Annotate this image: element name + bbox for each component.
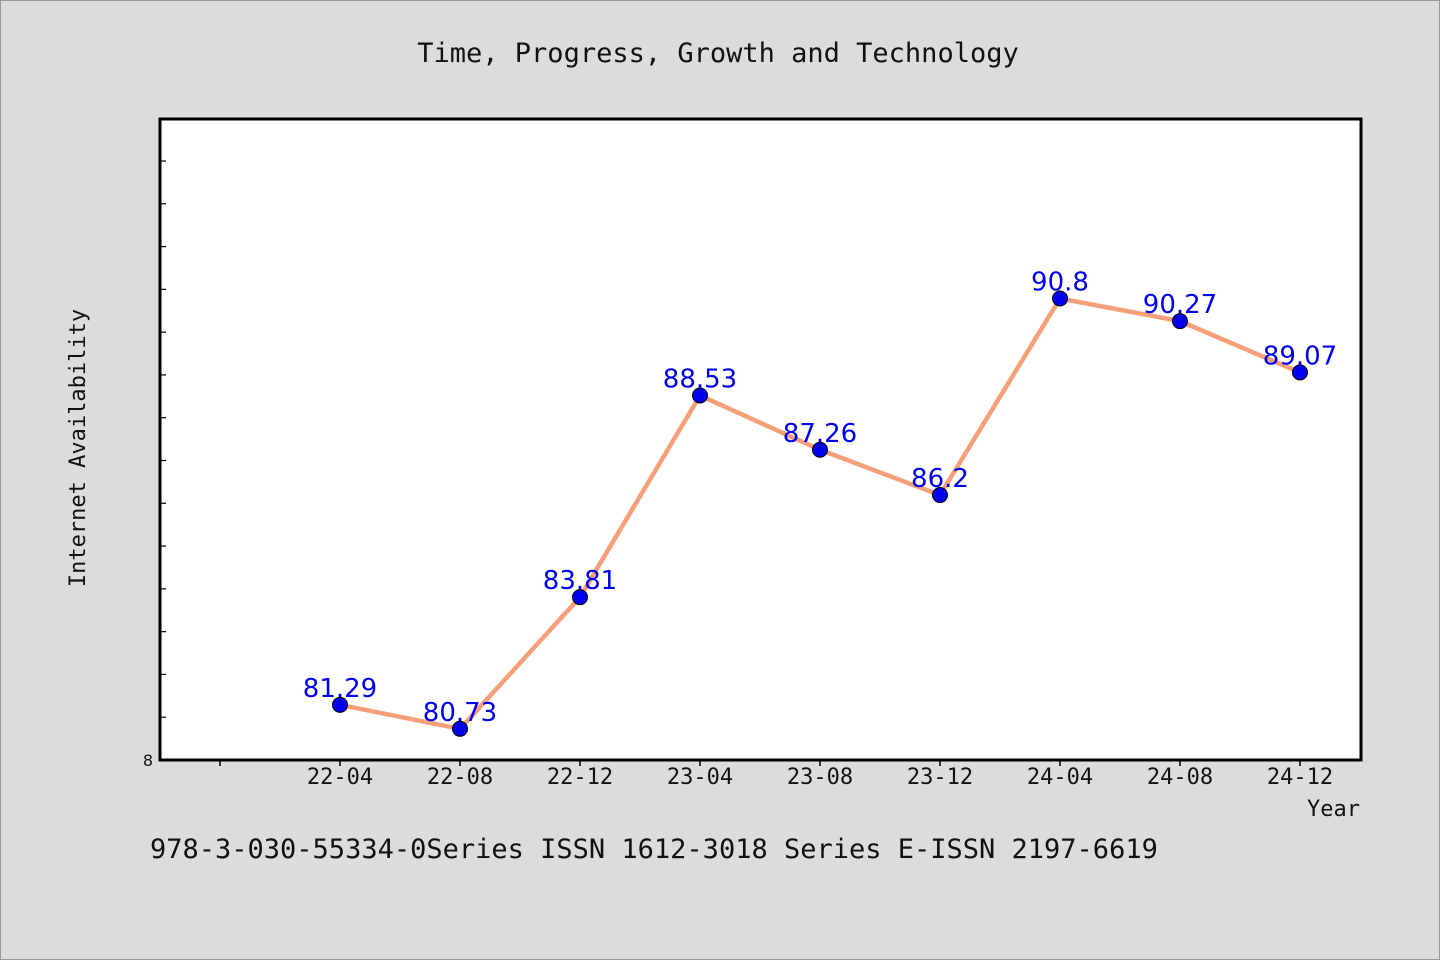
data-point: [812, 441, 828, 458]
x-tick-label: 24-04: [1027, 765, 1093, 790]
plot-area: [158, 117, 1363, 762]
chart-title: Time, Progress, Growth and Technology: [417, 38, 1018, 69]
data-point: [1052, 290, 1068, 307]
data-label: 83.81: [543, 566, 617, 596]
data-label: 89.07: [1263, 341, 1337, 371]
data-label: 81.29: [303, 674, 377, 704]
y-axis-ticks: [160, 160, 166, 718]
x-axis-ticks: 22-04 22-08 22-12 23-04 23-08 23-12 24-04 24-08…: [219, 760, 1333, 790]
data-label: 90.27: [1143, 290, 1217, 320]
x-axis-label: Year: [1307, 797, 1360, 822]
data-label: 86.2: [911, 464, 969, 494]
x-tick-label: 23-12: [907, 765, 973, 790]
y-tick-label: 8: [143, 751, 153, 770]
data-point: [692, 387, 708, 404]
data-point: [1172, 313, 1188, 330]
data-label: 90.8: [1031, 267, 1089, 297]
x-tick-label: 22-08: [427, 765, 493, 790]
x-tick-label: 24-08: [1147, 765, 1213, 790]
x-tick-label: 24-12: [1267, 765, 1333, 790]
series-layer: [332, 290, 1308, 737]
data-label: 80.73: [423, 698, 497, 728]
y-axis-label: Internet Availability: [66, 309, 91, 587]
data-point: [572, 589, 588, 606]
x-tick-label: 23-08: [787, 765, 853, 790]
isbn-issn-note: 978-3-030-55334-0Series ISSN 1612-3018 S…: [150, 834, 1158, 865]
data-label: 88.53: [663, 364, 737, 394]
data-point: [452, 720, 468, 737]
data-point: [332, 696, 348, 713]
x-tick-label: 23-04: [667, 765, 733, 790]
x-tick-label: 22-12: [547, 765, 613, 790]
data-point: [932, 487, 948, 504]
data-point: [1292, 364, 1308, 381]
data-labels-layer: 81.29 80.73 83.81 88.53 87.26 86.2 90.8 90.27 89…: [303, 267, 1337, 727]
data-label: 87.26: [783, 419, 857, 449]
x-tick-label: 22-04: [307, 765, 373, 790]
